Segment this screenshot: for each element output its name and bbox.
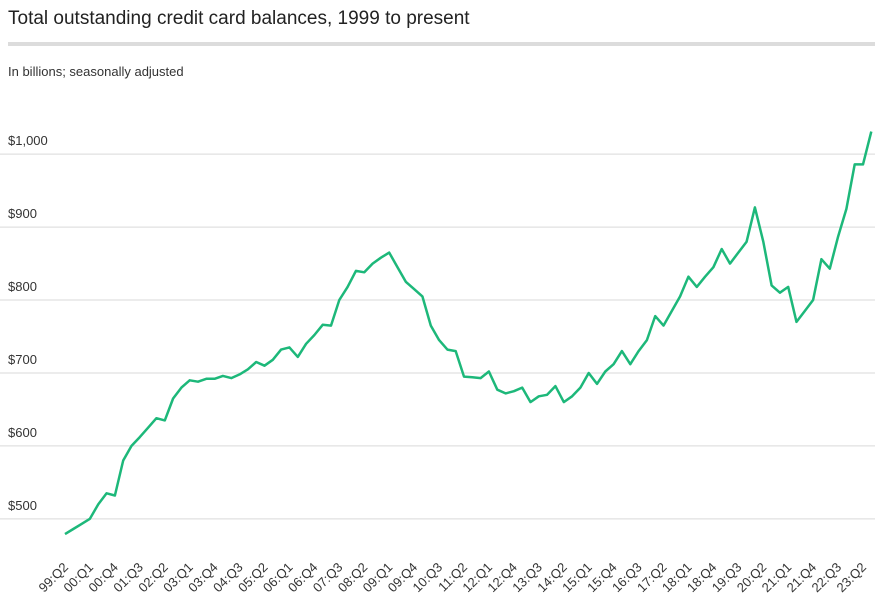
y-tick-label: $500 (8, 498, 37, 513)
y-tick-label: $1,000 (8, 133, 48, 148)
title-rule (8, 42, 875, 46)
y-tick-label: $600 (8, 425, 37, 440)
y-tick-label: $800 (8, 279, 37, 294)
data-line (64, 131, 873, 536)
y-tick-label: $900 (8, 206, 37, 221)
y-tick-label: $700 (8, 352, 37, 367)
chart-subtitle: In billions; seasonally adjusted (8, 64, 184, 79)
chart-title: Total outstanding credit card balances, … (8, 8, 470, 29)
